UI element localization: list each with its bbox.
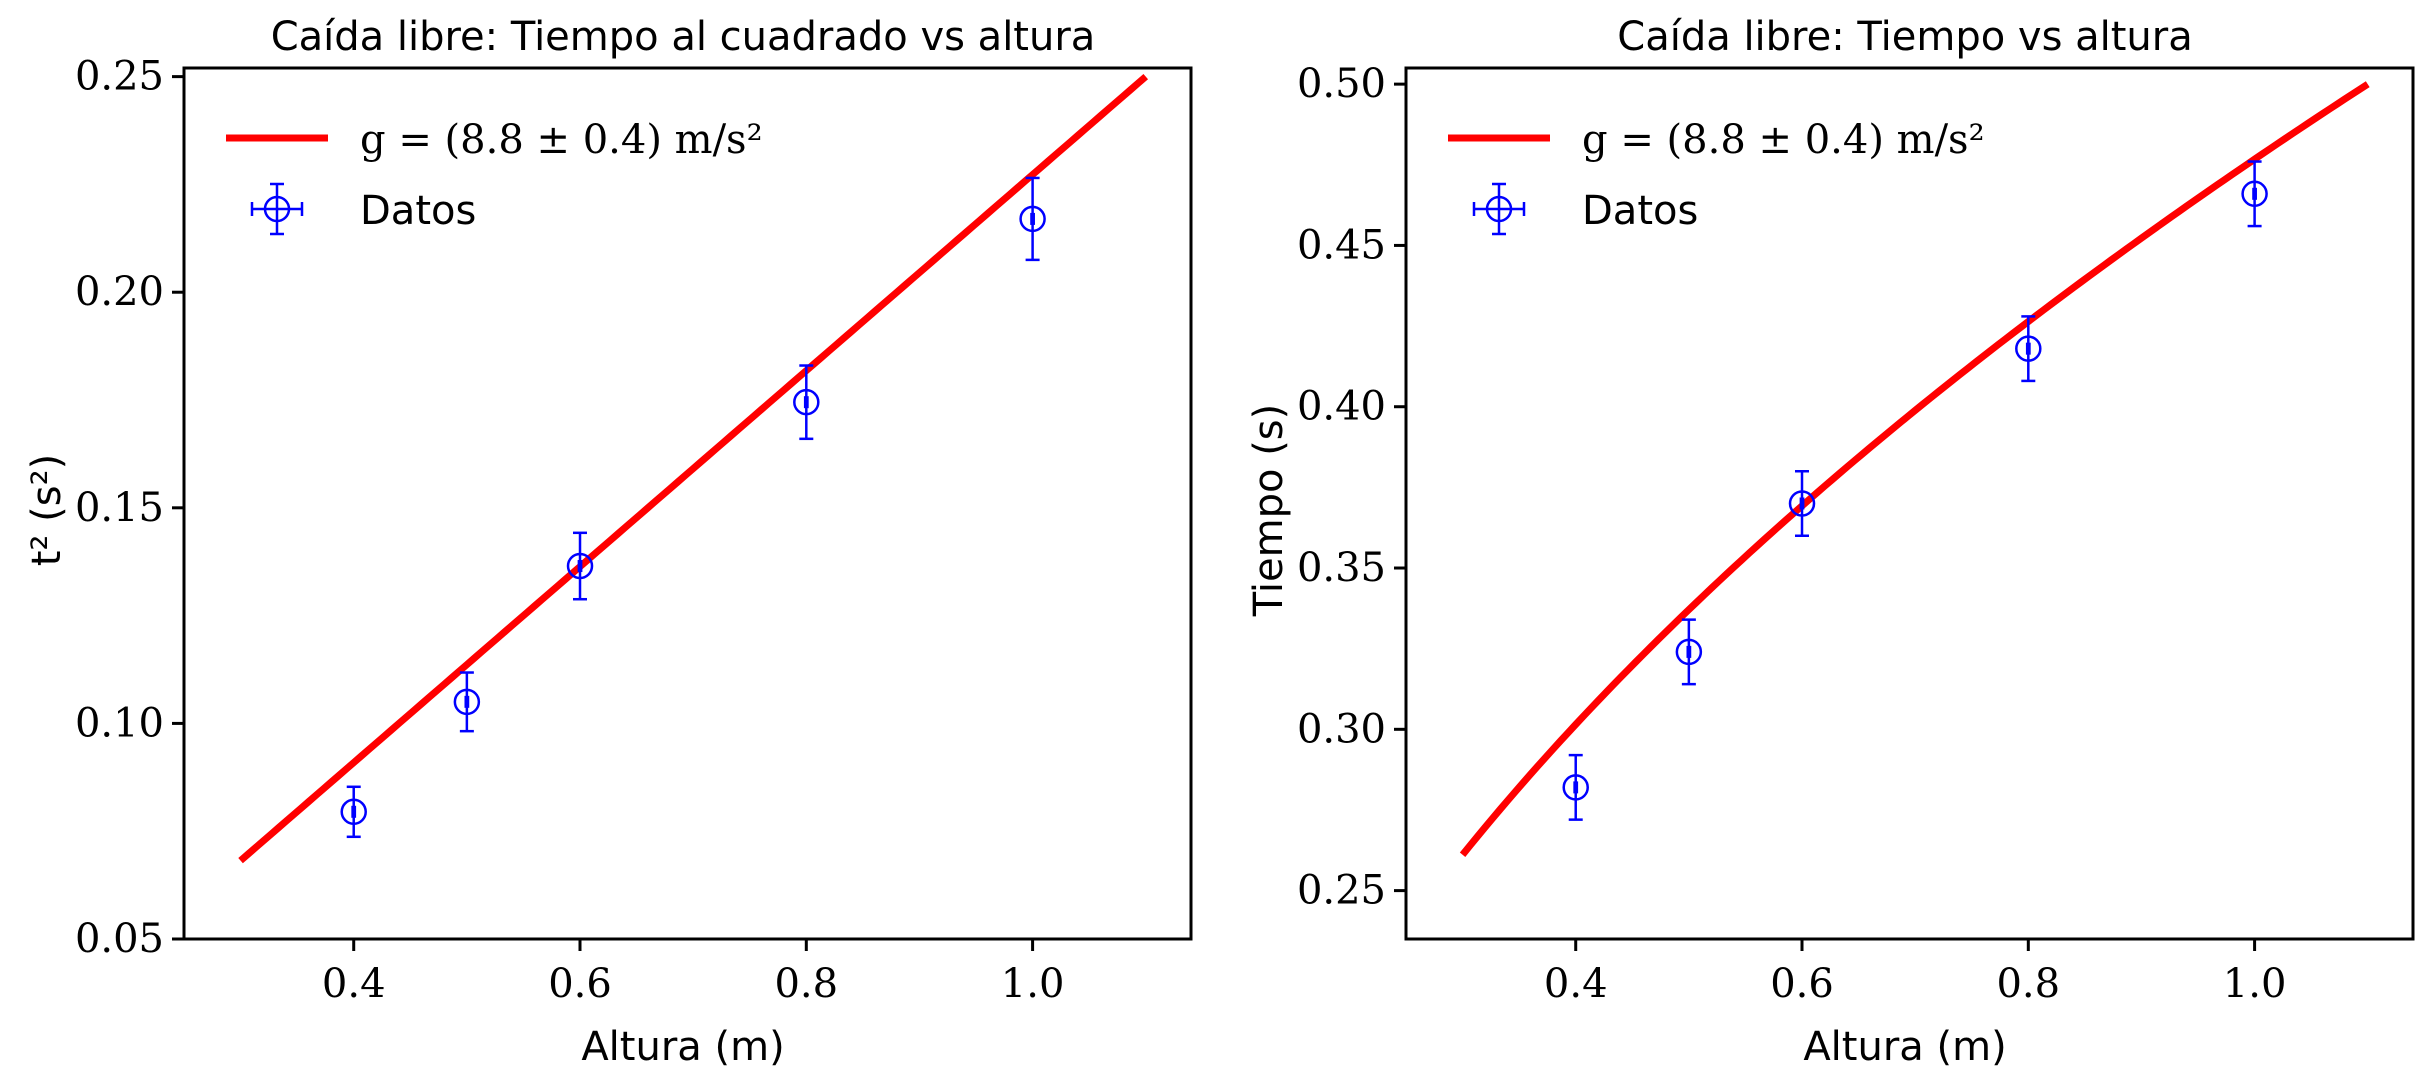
right-x-axis-label: Altura (m) — [1803, 1024, 2006, 1070]
right-y-tick-label: 0.35 — [1297, 545, 1386, 591]
left-data-point — [453, 671, 481, 733]
right-data-marker — [1562, 774, 1589, 801]
left-plot-area — [238, 73, 1149, 864]
left-chart-panel: Caída libre: Tiempo al cuadrado vs altur… — [24, 14, 1193, 1070]
right-y-tick-label: 0.25 — [1297, 868, 1386, 914]
right-chart-title: Caída libre: Tiempo vs altura — [1617, 14, 2192, 60]
right-data-marker — [1675, 638, 1703, 666]
right-data-point — [1788, 469, 1816, 538]
right-legend-fit-label: g = (8.8 ± 0.4) m/s² — [1582, 117, 1985, 163]
left-y-tick-label: 0.20 — [75, 269, 164, 315]
right-axis-ticks: 0.4 0.6 0.8 1.0 0.25 0.30 0.35 0.40 0.45 0.50 — [1297, 61, 2286, 1007]
right-plot-area — [1459, 81, 2370, 857]
right-y-tick-label: 0.30 — [1297, 706, 1386, 752]
right-x-tick-label: 0.4 — [1544, 961, 1608, 1007]
right-data-marker — [2241, 180, 2268, 208]
left-data-point — [340, 785, 367, 839]
right-data-point — [1562, 753, 1589, 821]
left-x-tick-label: 0.8 — [774, 961, 838, 1007]
right-x-tick-label: 0.6 — [1770, 961, 1834, 1007]
left-legend: g = (8.8 ± 0.4) m/s² Datos — [226, 117, 763, 236]
left-data-marker — [453, 688, 481, 716]
right-y-tick-label: 0.45 — [1297, 222, 1386, 268]
right-data-point — [2015, 315, 2042, 383]
right-y-tick-label: 0.50 — [1297, 61, 1386, 107]
right-y-tick-label: 0.40 — [1297, 384, 1386, 430]
right-chart-panel: Caída libre: Tiempo vs altura Altura (m)… — [1246, 14, 2415, 1070]
right-legend-data-marker-icon — [1472, 182, 1526, 236]
right-y-axis-label: Tiempo (s) — [1246, 404, 1292, 618]
left-chart-title: Caída libre: Tiempo al cuadrado vs altur… — [271, 14, 1096, 60]
left-fit-line — [238, 73, 1149, 864]
right-data-marker — [1788, 490, 1816, 517]
left-data-marker — [793, 388, 820, 416]
left-axis-ticks: 0.4 0.6 0.8 1.0 0.05 0.10 0.15 0.20 0.25 — [75, 54, 1064, 1007]
left-y-tick-label: 0.25 — [75, 54, 164, 100]
left-x-tick-label: 0.4 — [322, 961, 386, 1007]
left-data-marker — [1019, 205, 1046, 233]
right-data-point — [2241, 160, 2268, 228]
left-data-point — [1019, 176, 1046, 262]
left-y-tick-label: 0.15 — [75, 485, 164, 531]
left-y-axis-label: t² (s²) — [24, 454, 70, 567]
right-data-marker — [2015, 335, 2042, 362]
left-data-marker — [566, 552, 594, 580]
left-data-point — [793, 364, 820, 441]
left-data-marker — [340, 798, 367, 826]
right-legend-data-label: Datos — [1582, 188, 1698, 234]
right-axes-frame — [1404, 66, 2415, 941]
left-x-tick-label: 0.6 — [548, 961, 612, 1007]
right-fit-line — [1459, 81, 2370, 857]
left-legend-data-label: Datos — [360, 188, 476, 234]
left-x-tick-label: 1.0 — [1001, 961, 1065, 1007]
left-data-point — [566, 531, 594, 601]
left-legend-fit-label: g = (8.8 ± 0.4) m/s² — [360, 117, 763, 163]
left-x-axis-label: Altura (m) — [581, 1024, 784, 1070]
left-y-tick-label: 0.05 — [75, 916, 164, 962]
right-x-tick-label: 1.0 — [2223, 961, 2287, 1007]
left-legend-data-marker-icon — [250, 182, 304, 236]
right-data-point — [1675, 618, 1703, 686]
right-legend: g = (8.8 ± 0.4) m/s² Datos — [1448, 117, 1985, 236]
right-x-tick-label: 0.8 — [1996, 961, 2060, 1007]
left-axes-frame — [182, 66, 1193, 941]
left-y-tick-label: 0.10 — [75, 700, 164, 746]
